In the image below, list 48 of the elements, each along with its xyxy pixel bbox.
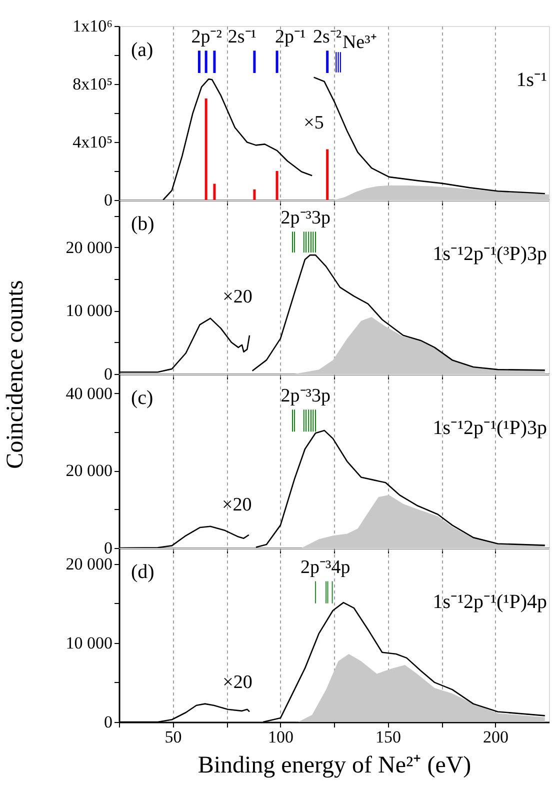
series-label: 2s⁻² [313,26,342,48]
bar [326,149,329,200]
series-label: 2p⁻³4p [300,557,350,578]
series-label: 2p⁻³3p [280,386,330,407]
y-tick-label: 8x10⁵ [72,74,113,94]
y-tick-label: 20 000 [66,461,112,480]
text: 1s⁻¹ [516,69,547,91]
y-tick-label: 4x10⁵ [72,132,113,152]
x-tick-label: 200 [483,728,508,746]
series-label: 2p⁻² [191,26,222,48]
series-label: ×20 [222,494,252,516]
text: (c) [131,387,154,409]
x-tick-label: 150 [376,728,401,746]
y-tick-label: 20 000 [66,238,112,257]
series-label: ×20 [222,286,252,308]
text: 1s⁻¹2p⁻¹(³P)3p [432,243,547,265]
series-label: 2p⁻³3p [280,208,330,229]
bar [276,171,278,200]
text: (d) [131,561,154,583]
series-label: 2s⁻¹ [228,26,257,48]
y-tick-label: 10 000 [66,633,112,652]
bar [198,50,200,73]
bar [213,184,216,200]
bar [213,50,216,73]
x-axis-title: Binding energy of Ne²⁺ (eV) [198,752,472,778]
x-tick-label: 50 [164,728,182,746]
series-label: ×5 [304,112,324,134]
y-tick-label: 0 [104,712,112,732]
bar [204,50,208,73]
y-tick-label: 0 [104,190,112,210]
bar [253,50,256,73]
bar [204,98,208,200]
series-label: Ne³⁺ [342,32,376,54]
series-label: ×20 [222,672,252,693]
x-tick-label: 100 [268,728,294,746]
y-tick-label: 40 000 [66,384,112,403]
series-label: 2p⁻¹ [275,26,306,48]
y-tick-label: 1x10⁶ [72,16,113,36]
y-axis-title: Coincidence counts [2,280,28,469]
bar [276,50,278,73]
text: 1s⁻¹2p⁻¹(¹P)3p [432,417,547,439]
y-tick-label: 0 [104,364,112,384]
y-tick-label: 10 000 [66,301,112,320]
text: (b) [131,213,154,235]
text: 1s⁻¹2p⁻¹(¹P)4p [432,591,547,613]
bar [326,50,329,73]
bar [253,189,256,200]
text: (a) [131,39,154,61]
